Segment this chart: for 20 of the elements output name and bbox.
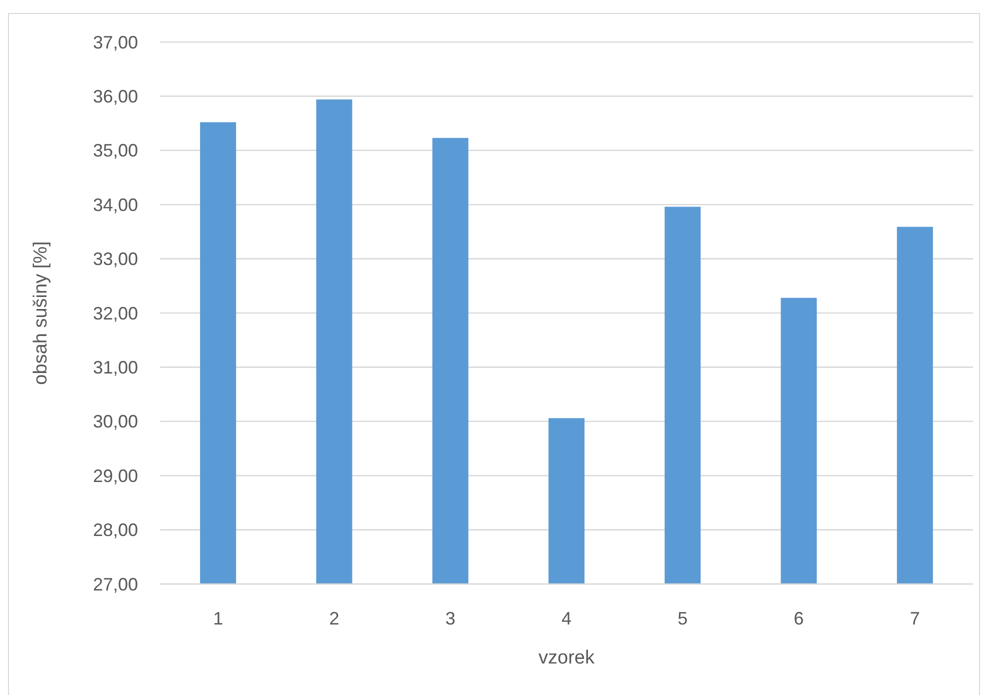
x-tick-label: 2 bbox=[329, 608, 340, 628]
y-tick-label: 34,00 bbox=[92, 194, 138, 215]
x-tick-label: 6 bbox=[794, 608, 804, 628]
y-tick-label: 33,00 bbox=[92, 249, 138, 270]
y-tick-label: 28,00 bbox=[92, 520, 138, 540]
x-axis-title: vzorek bbox=[538, 648, 595, 669]
y-tick-label: 27,00 bbox=[92, 574, 138, 594]
x-tick-label: 5 bbox=[678, 608, 688, 628]
y-tick-label: 37,00 bbox=[92, 32, 138, 52]
y-tick-label: 32,00 bbox=[92, 303, 138, 324]
x-tick-label: 3 bbox=[445, 608, 456, 628]
x-tick-label: 4 bbox=[561, 608, 572, 628]
y-tick-label: 35,00 bbox=[92, 140, 138, 161]
y-tick-label: 36,00 bbox=[92, 86, 138, 106]
x-tick-label: 7 bbox=[910, 608, 920, 628]
y-tick-label: 30,00 bbox=[92, 412, 138, 432]
x-tick-label: 1 bbox=[213, 608, 224, 628]
y-axis-title: obsah sušiny [%] bbox=[30, 241, 52, 385]
y-tick-label: 31,00 bbox=[92, 358, 138, 378]
y-tick-label: 29,00 bbox=[92, 466, 138, 486]
